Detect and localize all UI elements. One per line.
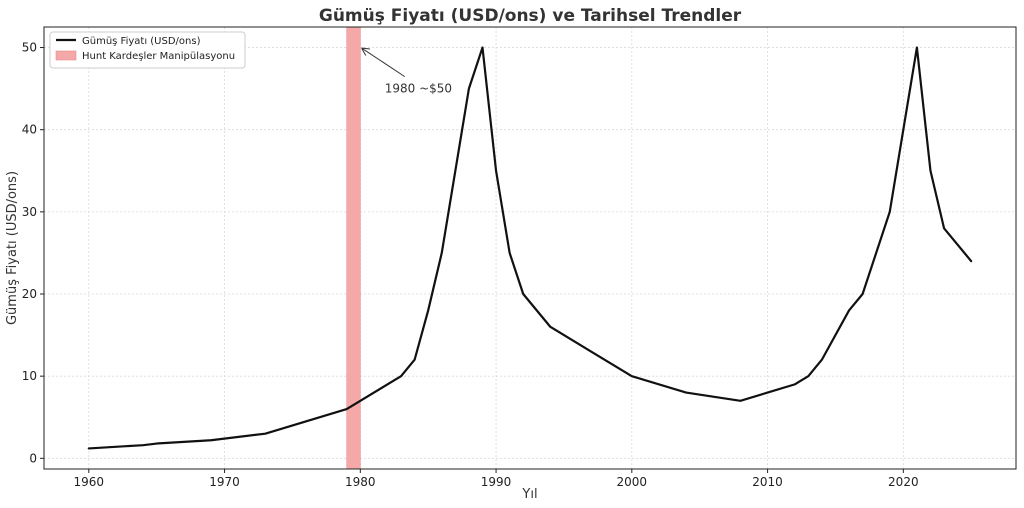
plot-frame [43, 26, 1017, 470]
grid [44, 27, 1016, 469]
y-tick-label: 20 [22, 287, 37, 301]
series-line-silver-price [87, 46, 973, 450]
x-tick-label: 2010 [752, 475, 783, 489]
legend: Gümüş Fiyatı (USD/ons) Hunt Kardeşler Ma… [49, 31, 246, 69]
x-axis-label: Yıl [521, 487, 537, 502]
y-tick-label: 10 [22, 369, 37, 383]
annotation-label: 1980 ~$50 [385, 82, 452, 96]
y-tick-label: 40 [22, 123, 37, 137]
series-lines [87, 46, 973, 450]
legend-region-swatch [55, 50, 77, 61]
y-tick-label: 50 [22, 41, 37, 55]
y-tick-label: 0 [29, 451, 37, 465]
y-tick-label: 30 [22, 205, 37, 219]
x-tick-label: 1970 [209, 475, 240, 489]
x-axis-ticks: 1960 1970 1980 1990 2000 2010 2020 [74, 469, 919, 489]
y-axis-ticks: 0 10 20 30 40 50 [22, 41, 44, 465]
x-tick-label: 1980 [345, 475, 376, 489]
legend-series-label: Gümüş Fiyatı (USD/ons) [82, 36, 201, 47]
x-tick-label: 2000 [617, 475, 648, 489]
x-tick-label: 1990 [481, 475, 512, 489]
legend-frame [49, 31, 246, 69]
y-axis-label: Gümüş Fiyatı (USD/ons) [5, 171, 20, 325]
chart-title: Gümüş Fiyatı (USD/ons) ve Tarihsel Trend… [319, 6, 742, 26]
annotation-arrow [362, 49, 406, 78]
x-tick-label: 1960 [74, 475, 105, 489]
annotations: 1980 ~$50 [362, 49, 452, 96]
x-tick-label: 2020 [888, 475, 919, 489]
legend-region-label: Hunt Kardeşler Manipülasyonu [82, 51, 235, 62]
